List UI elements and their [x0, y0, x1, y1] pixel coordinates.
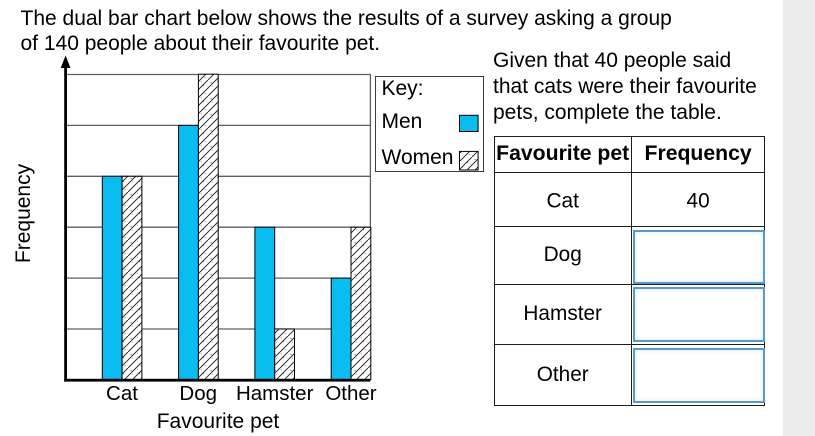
svg-text:Favourite pet: Favourite pet	[157, 410, 280, 433]
svg-text:Other: Other	[325, 382, 376, 405]
svg-text:Hamster: Hamster	[236, 382, 314, 405]
svg-text:Dog: Dog	[179, 382, 217, 405]
svg-text:Frequency: Frequency	[12, 163, 35, 263]
svg-text:Cat: Cat	[106, 382, 138, 405]
